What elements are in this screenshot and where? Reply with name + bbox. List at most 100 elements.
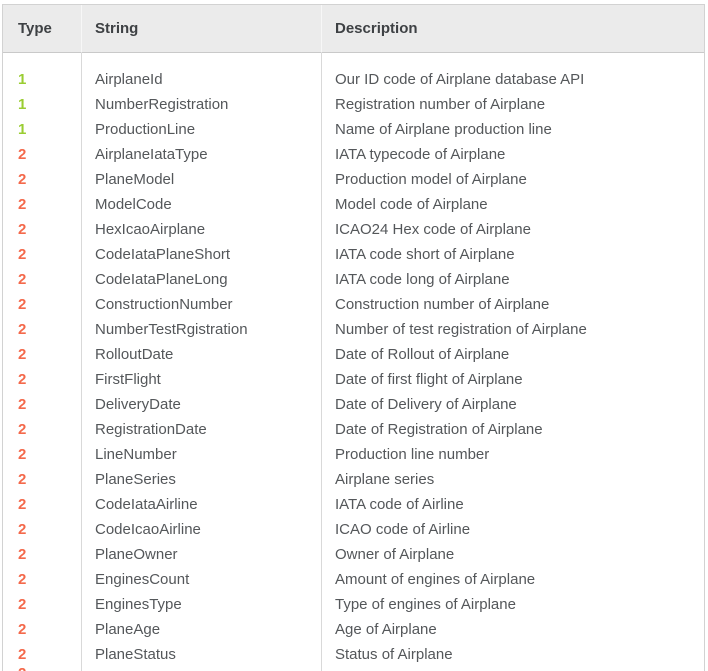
type-cell: 2 xyxy=(18,396,27,413)
string-cell: EnginesCount xyxy=(81,567,321,592)
table-row: 2 ConstructionNumber Construction number o… xyxy=(3,292,704,317)
table-row: 2 NumberTestRgistration Number of test reg… xyxy=(3,317,704,342)
description-cell: IATA code short of Airplane xyxy=(321,242,704,267)
table-row: 2 CodeIataPlaneShort IATA code short of Ai… xyxy=(3,242,704,267)
table-row: 2 PlaneStatus Status of Airplane xyxy=(3,642,704,667)
string-cell: CodeIcaoAirline xyxy=(81,517,321,542)
table-row: 2 CodeIataPlaneLong IATA code long of Airp… xyxy=(3,267,704,292)
description-cell: Owner of Airplane xyxy=(321,542,704,567)
description-cell: ICAO24 Hex code of Airplane xyxy=(321,217,704,242)
type-cell: 2 xyxy=(18,296,27,313)
type-cell: 2 xyxy=(18,421,27,438)
description-cell: Date of Delivery of Airplane xyxy=(321,392,704,417)
description-cell: ICAO code of Airline xyxy=(321,517,704,542)
table-row: 2 PlaneAge Age of Airplane xyxy=(3,617,704,642)
table-row: 2 AirplaneIataType IATA typecode of Airpla… xyxy=(3,142,704,167)
type-cell: 2 xyxy=(18,271,27,288)
string-cell: LineNumber xyxy=(81,442,321,467)
string-cell: NumberRegistration xyxy=(81,92,321,117)
string-cell: AirplaneIataType xyxy=(81,142,321,167)
description-cell: Date of Rollout of Airplane xyxy=(321,342,704,367)
string-cell: RolloutDate xyxy=(81,342,321,367)
table-row: 2 RolloutDate Date of Rollout of Airplane xyxy=(3,342,704,367)
string-cell: CodeIataPlaneShort xyxy=(81,242,321,267)
description-cell: Production line number xyxy=(321,442,704,467)
description-cell: Name of Airplane production line xyxy=(321,117,704,142)
description-cell: Amount of engines of Airplane xyxy=(321,567,704,592)
string-cell: CodeIataPlaneLong xyxy=(81,267,321,292)
string-cell xyxy=(81,667,321,671)
table-row: 2 RegistrationDate Date of Registration of… xyxy=(3,417,704,442)
description-cell: Model code of Airplane xyxy=(321,192,704,217)
string-cell: ModelCode xyxy=(81,192,321,217)
type-cell: 2 xyxy=(18,346,27,363)
table-row: 2 HexIcaoAirplane ICAO24 Hex code of Airpl… xyxy=(3,217,704,242)
type-cell: 2 xyxy=(18,221,27,238)
table-row: 2 DeliveryDate Date of Delivery of Airplan… xyxy=(3,392,704,417)
table-row: 2 ModelCode Model code of Airplane xyxy=(3,192,704,217)
column-header-type: Type xyxy=(3,5,81,53)
table-row: 2 LineNumber Production line number xyxy=(3,442,704,467)
type-cell: 2 xyxy=(18,446,27,463)
table-row: 2 PlaneOwner Owner of Airplane xyxy=(3,542,704,567)
column-header-string: String xyxy=(81,5,321,53)
table-row: 1 NumberRegistration Registration number o… xyxy=(3,92,704,117)
description-cell: IATA code of Airline xyxy=(321,492,704,517)
type-cell: 2 xyxy=(18,646,27,663)
table-row: 2 CodeIcaoAirline ICAO code of Airline xyxy=(3,517,704,542)
table-row: 2 xyxy=(3,667,704,671)
string-cell: PlaneStatus xyxy=(81,642,321,667)
string-cell: PlaneOwner xyxy=(81,542,321,567)
type-cell: 2 xyxy=(18,571,27,588)
type-cell: 2 xyxy=(3,667,81,671)
type-cell: 2 xyxy=(18,146,27,163)
column-header-description: Description xyxy=(321,5,704,53)
type-cell: 2 xyxy=(18,521,27,538)
table-row: 1 AirplaneId Our ID code of Airplane datab… xyxy=(3,53,704,92)
description-cell xyxy=(321,667,704,671)
description-cell: IATA code long of Airplane xyxy=(321,267,704,292)
description-cell: Airplane series xyxy=(321,467,704,492)
string-cell: ProductionLine xyxy=(81,117,321,142)
description-cell: Type of engines of Airplane xyxy=(321,592,704,617)
type-cell: 1 xyxy=(18,96,27,113)
type-cell: 2 xyxy=(18,246,27,263)
type-cell: 1 xyxy=(18,71,27,88)
table-row: 2 CodeIataAirline IATA code of Airline xyxy=(3,492,704,517)
type-cell: 2 xyxy=(18,621,27,638)
description-cell: Date of first flight of Airplane xyxy=(321,367,704,392)
string-cell: FirstFlight xyxy=(81,367,321,392)
description-cell: Our ID code of Airplane database API xyxy=(321,53,704,92)
type-cell: 2 xyxy=(18,471,27,488)
table-row: 2 EnginesType Type of engines of Airplane xyxy=(3,592,704,617)
table-row: 2 PlaneSeries Airplane series xyxy=(3,467,704,492)
description-cell: Age of Airplane xyxy=(321,617,704,642)
table-row: 2 FirstFlight Date of first flight of Airp… xyxy=(3,367,704,392)
string-cell: RegistrationDate xyxy=(81,417,321,442)
string-cell: PlaneModel xyxy=(81,167,321,192)
string-cell: EnginesType xyxy=(81,592,321,617)
description-cell: Production model of Airplane xyxy=(321,167,704,192)
fields-table: Type String Description 1 AirplaneId Our I… xyxy=(2,4,705,671)
string-cell: CodeIataAirline xyxy=(81,492,321,517)
description-cell: Status of Airplane xyxy=(321,642,704,667)
type-cell: 2 xyxy=(18,496,27,513)
string-cell: HexIcaoAirplane xyxy=(81,217,321,242)
description-cell: Number of test registration of Airplane xyxy=(321,317,704,342)
type-cell: 2 xyxy=(18,546,27,563)
table-body: 1 AirplaneId Our ID code of Airplane datab… xyxy=(3,53,704,671)
type-cell: 2 xyxy=(18,321,27,338)
type-cell: 2 xyxy=(18,596,27,613)
string-cell: ConstructionNumber xyxy=(81,292,321,317)
table-row: 2 PlaneModel Production model of Airplane xyxy=(3,167,704,192)
string-cell: AirplaneId xyxy=(81,53,321,92)
description-cell: Date of Registration of Airplane xyxy=(321,417,704,442)
type-cell: 2 xyxy=(18,196,27,213)
type-cell: 1 xyxy=(18,121,27,138)
header-row: Type String Description xyxy=(3,5,704,53)
string-cell: PlaneAge xyxy=(81,617,321,642)
description-cell: Construction number of Airplane xyxy=(321,292,704,317)
string-cell: PlaneSeries xyxy=(81,467,321,492)
string-cell: NumberTestRgistration xyxy=(81,317,321,342)
